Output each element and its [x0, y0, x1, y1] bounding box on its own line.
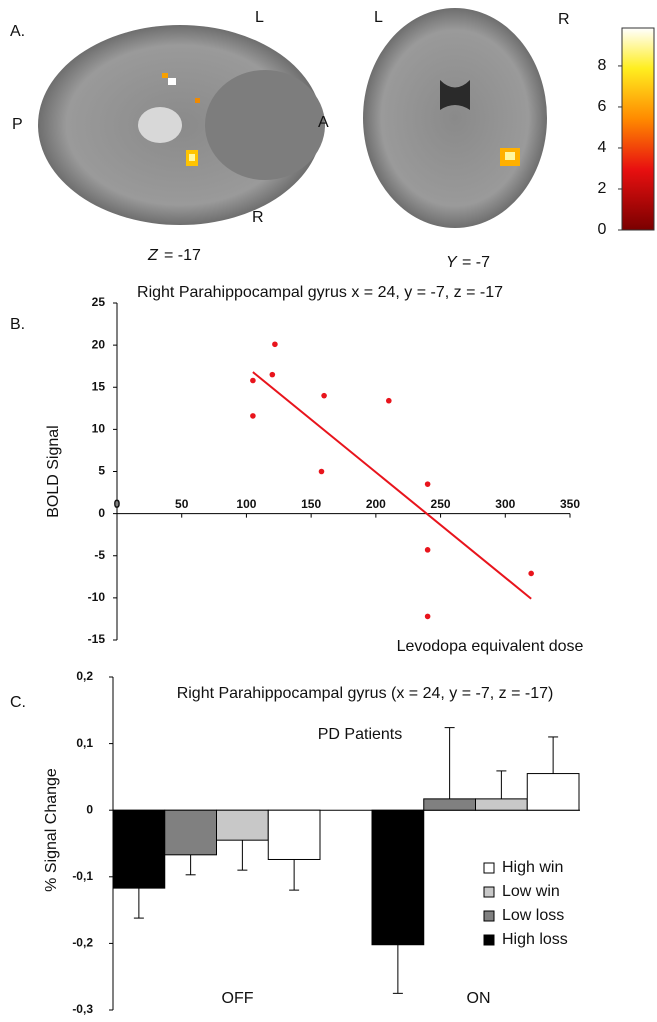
- x-tick-label: 250: [431, 497, 451, 511]
- legend-swatch: [483, 886, 495, 898]
- y-tick-label: 25: [92, 295, 106, 309]
- point: [318, 468, 325, 475]
- y-axis-label: BOLD Signal: [45, 425, 62, 518]
- y-tick-label: 0,1: [76, 736, 93, 750]
- y-tick-label: 10: [92, 422, 106, 436]
- orientation-label: P: [12, 116, 23, 133]
- y-tick-label: -0,3: [72, 1002, 93, 1016]
- x-tick-label: ON: [467, 990, 491, 1007]
- orientation-label: R: [558, 11, 570, 28]
- point: [386, 397, 392, 404]
- colorbar: [621, 27, 655, 231]
- panel-label: B.: [10, 316, 25, 333]
- point: [424, 547, 431, 553]
- point: [424, 481, 431, 487]
- caption: Right Parahippocampal gyrus x = 24, y = …: [137, 284, 503, 301]
- colorbar-tick-label: 8: [598, 57, 607, 74]
- point: [272, 341, 278, 348]
- colorbar-tick-label: 0: [598, 221, 607, 238]
- x-tick-label: 200: [366, 497, 386, 511]
- x-tick-label: 150: [301, 497, 321, 511]
- legend-label: High loss: [502, 931, 568, 948]
- y-tick-label: 5: [98, 464, 105, 478]
- orientation-label: L: [255, 9, 264, 26]
- x-axis-label: Levodopa equivalent dose: [397, 638, 584, 655]
- x-tick-label: 0: [114, 497, 121, 511]
- legend-swatch: [483, 862, 495, 874]
- panel-label: C.: [10, 694, 26, 711]
- point: [250, 377, 256, 384]
- y-tick-label: 15: [92, 379, 106, 393]
- y-tick-label: -0,2: [72, 936, 93, 950]
- colorbar-tick-label: 2: [598, 180, 607, 197]
- y-tick-label: -5: [94, 548, 105, 562]
- orientation-label: A: [318, 114, 329, 131]
- point: [424, 613, 431, 620]
- bar: [164, 809, 217, 856]
- x-tick-label: 350: [560, 497, 580, 511]
- orientation-label: L: [374, 9, 383, 26]
- x-tick-label: 300: [495, 497, 515, 511]
- point: [250, 413, 256, 419]
- point: [528, 570, 534, 577]
- legend-label: High win: [502, 859, 563, 876]
- x-tick-label: OFF: [222, 990, 254, 1007]
- coord-value: = -17: [164, 247, 201, 264]
- y-tick-label: -10: [88, 590, 106, 604]
- legend-swatch: [483, 910, 495, 922]
- legend-label: Low loss: [502, 907, 564, 924]
- y-tick-label: 0,2: [76, 669, 93, 683]
- colorbar-tick-label: 6: [598, 98, 607, 115]
- y-axis-label: % Signal Change: [43, 768, 60, 892]
- legend-swatch: [483, 934, 495, 946]
- y-tick-label: 0: [86, 802, 93, 816]
- chart-subtitle: PD Patients: [318, 726, 402, 743]
- x-tick-label: 100: [236, 497, 256, 511]
- bar: [112, 809, 166, 889]
- panel-label: A.: [10, 23, 25, 40]
- coord-value: = -7: [462, 254, 490, 271]
- y-tick-label: -15: [88, 632, 106, 646]
- bar: [475, 798, 528, 811]
- y-tick-label: 0: [98, 506, 105, 520]
- coord-axis: Z: [147, 247, 159, 264]
- bar: [423, 798, 476, 811]
- fit-line: [252, 371, 532, 600]
- legend-label: Low win: [502, 883, 560, 900]
- bar: [267, 809, 321, 860]
- y-tick-label: 20: [92, 337, 106, 351]
- bar: [216, 809, 269, 841]
- coord-axis: Y: [446, 254, 458, 271]
- y-tick-label: -0,1: [72, 869, 93, 883]
- bar: [526, 773, 580, 811]
- orientation-label: R: [252, 209, 264, 226]
- colorbar-tick-label: 4: [598, 139, 607, 156]
- point: [321, 392, 327, 399]
- coronal-slice: [363, 8, 547, 228]
- chart-title: Right Parahippocampal gyrus (x = 24, y =…: [177, 685, 554, 702]
- point: [269, 371, 276, 378]
- axial-slice: [38, 25, 325, 225]
- x-tick-label: 50: [175, 497, 189, 511]
- bar: [371, 809, 425, 946]
